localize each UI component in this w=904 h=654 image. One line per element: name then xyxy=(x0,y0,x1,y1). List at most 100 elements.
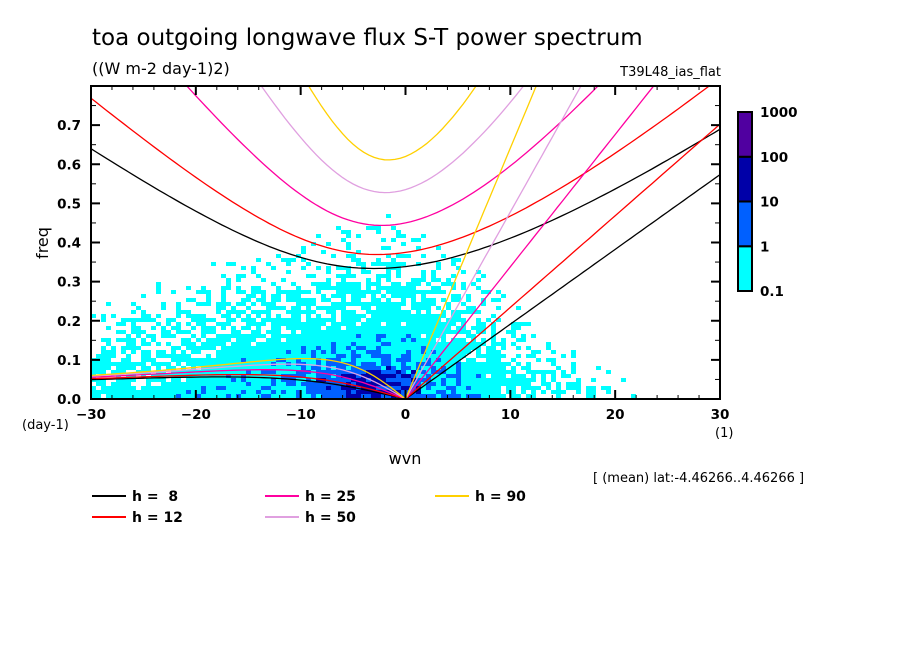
power-cell xyxy=(171,386,176,390)
power-cell xyxy=(366,334,371,338)
power-cell xyxy=(491,366,496,370)
power-cell xyxy=(356,234,361,238)
power-cell xyxy=(281,322,286,326)
power-cell xyxy=(156,378,161,382)
power-cell xyxy=(481,378,486,382)
power-cell xyxy=(511,322,516,326)
power-cell xyxy=(381,370,386,374)
power-cell xyxy=(416,394,421,398)
power-cell xyxy=(511,326,516,330)
power-cell xyxy=(266,394,271,398)
power-cell xyxy=(301,302,306,306)
power-cell xyxy=(331,358,336,362)
power-cell xyxy=(426,306,431,310)
power-cell xyxy=(481,322,486,326)
power-cell xyxy=(341,338,346,342)
power-cell xyxy=(491,326,496,330)
power-cell xyxy=(221,342,226,346)
power-cell xyxy=(211,326,216,330)
power-cell xyxy=(401,318,406,322)
power-cell xyxy=(151,338,156,342)
power-cell xyxy=(391,258,396,262)
power-cell xyxy=(371,338,376,342)
y-axis-unit: (day-1) xyxy=(22,418,69,433)
power-cell xyxy=(376,286,381,290)
power-cell xyxy=(351,362,356,366)
power-cell xyxy=(141,374,146,378)
power-cell xyxy=(101,318,106,322)
power-cell xyxy=(136,394,141,398)
power-cell xyxy=(556,390,561,394)
power-cell xyxy=(151,386,156,390)
power-cell xyxy=(446,390,451,394)
power-cell xyxy=(466,346,471,350)
power-cell xyxy=(376,354,381,358)
power-cell xyxy=(261,382,266,386)
power-cell xyxy=(341,230,346,234)
x-axis-unit: (1) xyxy=(715,426,733,441)
power-cell xyxy=(256,346,261,350)
power-cell xyxy=(326,346,331,350)
power-cell xyxy=(416,342,421,346)
power-cell xyxy=(261,390,266,394)
power-cell xyxy=(91,366,96,370)
power-cell xyxy=(116,370,121,374)
power-cell xyxy=(431,278,436,282)
rossby-curve-h25 xyxy=(91,369,406,399)
power-cell xyxy=(406,346,411,350)
colorbar-segment xyxy=(737,111,753,158)
power-cell xyxy=(341,290,346,294)
power-cell xyxy=(396,314,401,318)
power-cell xyxy=(416,382,421,386)
power-cell xyxy=(506,362,511,366)
power-cell xyxy=(221,382,226,386)
power-cell xyxy=(191,378,196,382)
power-cell xyxy=(161,334,166,338)
power-cell xyxy=(196,318,201,322)
power-cell xyxy=(336,362,341,366)
power-cell xyxy=(306,378,311,382)
power-cell xyxy=(276,338,281,342)
power-cell xyxy=(201,394,206,398)
power-cell xyxy=(296,382,301,386)
power-cell xyxy=(226,378,231,382)
power-cell xyxy=(206,362,211,366)
axis-ticks: −30 −20 −10 0 10 20 300.00.10.20.30.40.50.60.7 xyxy=(57,86,729,423)
power-cell xyxy=(246,390,251,394)
power-cell xyxy=(451,354,456,358)
power-cell xyxy=(471,334,476,338)
power-cell xyxy=(311,366,316,370)
power-cell xyxy=(421,346,426,350)
power-cell xyxy=(376,358,381,362)
power-cell xyxy=(341,274,346,278)
power-cell xyxy=(396,326,401,330)
power-cell xyxy=(516,378,521,382)
power-cell xyxy=(401,354,406,358)
power-cell xyxy=(531,350,536,354)
power-cell xyxy=(306,338,311,342)
power-cell xyxy=(361,290,366,294)
power-cell xyxy=(336,274,341,278)
power-cell xyxy=(381,386,386,390)
power-cell xyxy=(246,322,251,326)
power-cell xyxy=(161,394,166,398)
power-cell xyxy=(321,350,326,354)
power-cell xyxy=(441,366,446,370)
power-cell xyxy=(406,294,411,298)
colorbar-label: 10 xyxy=(760,195,779,211)
power-cell xyxy=(401,294,406,298)
power-cell xyxy=(286,318,291,322)
power-cell xyxy=(481,290,486,294)
power-cell xyxy=(476,374,481,378)
power-cell xyxy=(276,326,281,330)
power-cell xyxy=(281,378,286,382)
power-cell xyxy=(406,366,411,370)
power-cell xyxy=(421,362,426,366)
power-cell xyxy=(541,370,546,374)
power-cell xyxy=(406,342,411,346)
power-cell xyxy=(236,310,241,314)
power-cell xyxy=(216,370,221,374)
power-cell xyxy=(286,350,291,354)
power-cell xyxy=(406,290,411,294)
power-cell xyxy=(291,366,296,370)
